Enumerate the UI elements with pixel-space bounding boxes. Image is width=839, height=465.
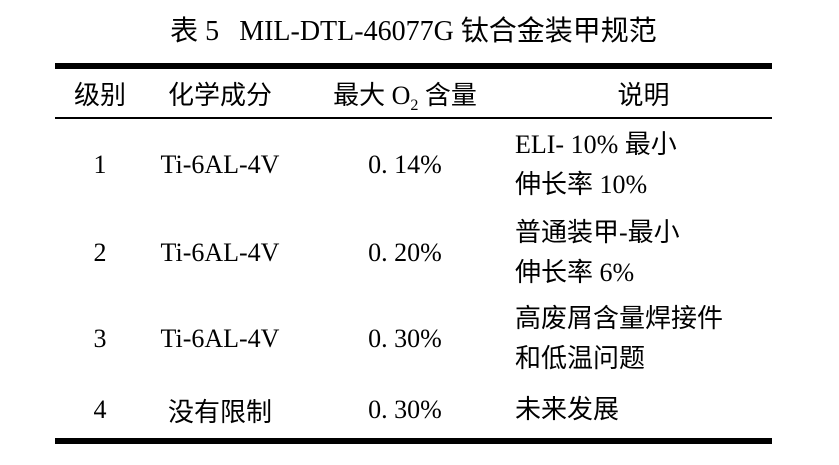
max-o2-cell: 0. 20% bbox=[368, 237, 442, 267]
header-row: 级别 化学成分 最大 O2 含量 说明 bbox=[55, 69, 772, 119]
spec-table: 级别 化学成分 最大 O2 含量 说明 1 Ti-6AL-4V 0. 14% E… bbox=[55, 63, 772, 444]
composition-cell: Ti-6AL-4V bbox=[160, 237, 280, 267]
grade-cell: 2 bbox=[93, 237, 107, 267]
max-o2-cell: 0. 30% bbox=[368, 323, 442, 353]
grade-cell: 3 bbox=[93, 323, 107, 353]
note-line: 普通装甲-最小 bbox=[515, 217, 680, 247]
table-title: MIL-DTL-46077G 钛合金装甲规范 bbox=[239, 16, 657, 47]
header-notes: 说明 bbox=[617, 80, 670, 110]
max-o2-cell: 0. 14% bbox=[368, 149, 442, 179]
table-number: 表 5 bbox=[170, 16, 220, 47]
note-line: 未来发展 bbox=[515, 395, 620, 424]
notes-cell: 高废屑含量焊接件 和低温问题 bbox=[515, 299, 772, 379]
note-line: ELI- 10% 最小 bbox=[515, 129, 677, 159]
header-max-o2-subscript: 2 bbox=[410, 96, 419, 114]
notes-cell: 普通装甲-最小 伸长率 6% bbox=[515, 213, 772, 293]
grade-cell: 4 bbox=[93, 395, 107, 424]
max-o2-cell: 0. 30% bbox=[368, 395, 442, 424]
header-grade: 级别 bbox=[73, 80, 126, 110]
composition-cell: 没有限制 bbox=[167, 397, 272, 427]
header-composition: 化学成分 bbox=[167, 80, 272, 110]
note-line: 伸长率 6% bbox=[515, 257, 635, 287]
note-line: 伸长率 10% bbox=[515, 169, 648, 199]
table-row-grade-3: 3 Ti-6AL-4V 0. 30% 高废屑含量焊接件 和低温问题 bbox=[55, 295, 772, 382]
note-line: 高废屑含量焊接件 bbox=[515, 303, 724, 333]
notes-cell: ELI- 10% 最小 伸长率 10% bbox=[515, 125, 772, 205]
header-max-o2-text: 最大 O bbox=[333, 80, 411, 110]
table-row-grade-1: 1 Ti-6AL-4V 0. 14% ELI- 10% 最小 伸长率 10% bbox=[55, 119, 772, 210]
table-row-grade-4: 4 没有限制 0. 30% 未来发展 bbox=[55, 382, 772, 438]
table-row-grade-2: 2 Ti-6AL-4V 0. 20% 普通装甲-最小 伸长率 6% bbox=[55, 210, 772, 295]
document-page: 表 5 MIL-DTL-46077G 钛合金装甲规范 级别 化学成分 最大 O2 … bbox=[0, 12, 839, 465]
grade-cell: 1 bbox=[93, 149, 107, 179]
table-caption: 表 5 MIL-DTL-46077G 钛合金装甲规范 bbox=[55, 12, 772, 52]
composition-cell: Ti-6AL-4V bbox=[160, 149, 280, 179]
note-line: 和低温问题 bbox=[515, 343, 646, 373]
header-max-o2: 最大 O2 含量 bbox=[295, 75, 515, 114]
header-max-o2-text-after: 含量 bbox=[418, 80, 477, 110]
notes-cell: 未来发展 bbox=[515, 390, 772, 430]
composition-cell: Ti-6AL-4V bbox=[160, 323, 280, 353]
